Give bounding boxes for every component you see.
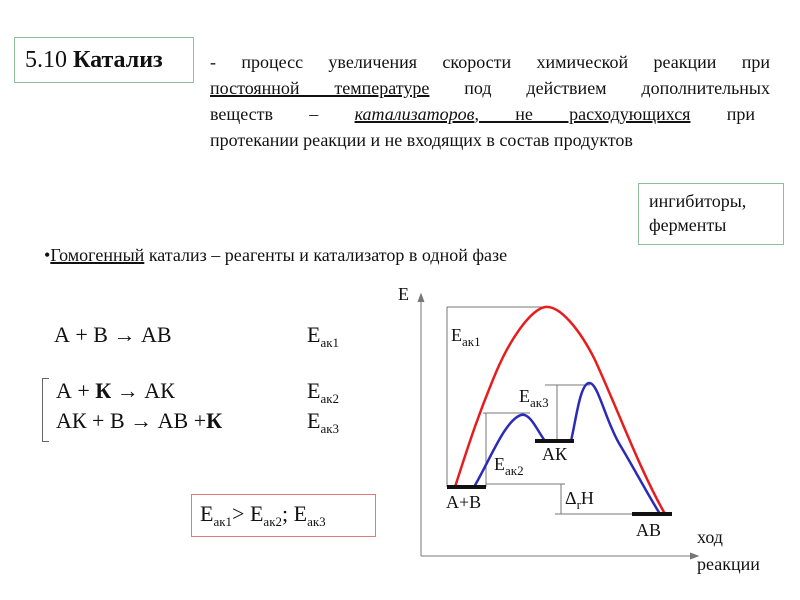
activation-energy-3: Eак3 bbox=[307, 408, 340, 436]
equation-step-1: А + К → АК bbox=[56, 378, 175, 403]
reactants-label: А+В bbox=[446, 492, 482, 512]
eak1-label: Eак1 bbox=[451, 325, 481, 349]
definition-line-3: веществ – катализаторов, не расходующихс… bbox=[210, 104, 755, 124]
definition-line-4: протекании реакции и не входящих в соста… bbox=[210, 130, 633, 150]
equation-step-2: АК + В → АВ +К bbox=[56, 408, 223, 433]
section-title: 5.10 Катализ bbox=[14, 37, 194, 83]
homogeneous-bullet: •Гомогенный катализ – реагенты и катализ… bbox=[44, 245, 508, 265]
x-axis-label-1: ход bbox=[697, 527, 723, 547]
equation-uncatalyzed: А + В → АВ bbox=[54, 322, 172, 347]
intermediate-label: АК bbox=[542, 444, 568, 464]
system-bracket bbox=[42, 378, 49, 442]
enthalpy-label: ΔrH bbox=[565, 488, 594, 512]
definition-line-2: постоянной температуре под действием доп… bbox=[210, 78, 771, 98]
eak2-label: Eак2 bbox=[494, 454, 524, 478]
activation-energy-2: Eак2 bbox=[307, 378, 340, 406]
y-axis-label: E bbox=[398, 284, 409, 304]
eak3-label: Eак3 bbox=[519, 386, 549, 410]
inhibitors-box: ингибиторы, ферменты bbox=[638, 183, 784, 245]
definition-line-1: - процесс увеличения скорости химической… bbox=[210, 52, 770, 72]
catalyzed-curve bbox=[472, 381, 662, 515]
uncatalyzed-curve bbox=[453, 305, 667, 515]
activation-energy-1: Eак1 bbox=[307, 322, 340, 350]
energy-comparison-box: Eак1> Eак2; Eак3 bbox=[191, 494, 376, 537]
product-label: АВ bbox=[636, 520, 662, 540]
x-axis-label-2: реакции bbox=[697, 554, 760, 574]
